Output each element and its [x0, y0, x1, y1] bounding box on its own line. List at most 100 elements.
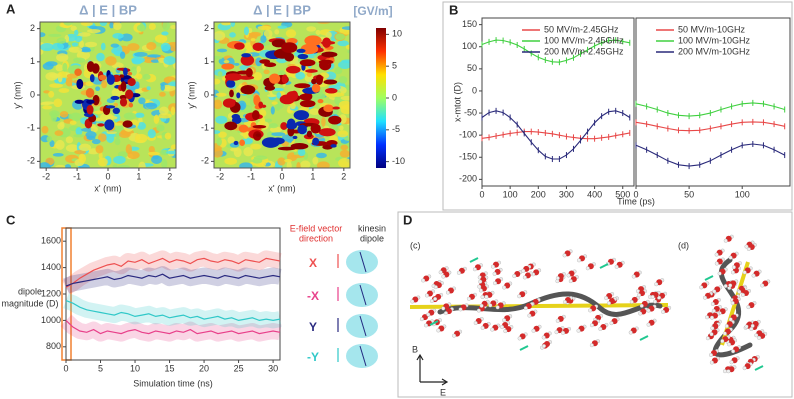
- hydrogen: [589, 343, 594, 348]
- field-blob: [127, 151, 140, 160]
- hydrogen: [609, 321, 614, 326]
- field-blob: [97, 123, 105, 127]
- field-blob: [320, 40, 336, 45]
- field-blob: [239, 102, 246, 110]
- hydrogen: [699, 285, 704, 290]
- field-blob: [112, 164, 118, 168]
- hydrogen: [709, 353, 713, 357]
- vector-arrow: [704, 275, 714, 281]
- field-blob: [98, 74, 107, 81]
- legend-icon-arrow: [359, 251, 367, 273]
- field-blob: [299, 59, 316, 67]
- field-blob: [269, 73, 281, 84]
- field-blob: [241, 53, 252, 58]
- x-tick-label: 2: [167, 171, 172, 181]
- legend-title: dipole: [360, 233, 384, 243]
- field-blob: [284, 158, 292, 163]
- hydrogen: [590, 323, 594, 328]
- field-blob: [271, 101, 278, 105]
- legend-label: 50 MV/m-10GHz: [678, 24, 746, 34]
- hydrogen: [703, 295, 707, 300]
- field-blob: [236, 92, 241, 99]
- hydrogen: [598, 326, 603, 331]
- hydrogen: [421, 278, 426, 283]
- hydrogen: [577, 258, 581, 263]
- field-blob: [75, 127, 83, 136]
- field-blob: [120, 81, 127, 92]
- field-blob: [65, 144, 79, 153]
- hydrogen: [722, 331, 727, 336]
- field-blob: [306, 72, 312, 78]
- hydrogen: [717, 271, 722, 276]
- field-blob: [112, 33, 124, 39]
- field-blob: [337, 130, 349, 138]
- hydrogen: [730, 301, 735, 306]
- field-blob: [280, 122, 288, 130]
- colorbar-title: [GV/m]: [353, 4, 392, 18]
- field-blob: [161, 158, 168, 168]
- hydrogen: [729, 360, 734, 365]
- field-blob: [51, 42, 65, 51]
- x-tick-label: 50: [684, 189, 694, 199]
- legend-icon: [346, 283, 378, 307]
- hydrogen: [754, 333, 759, 338]
- field-blob: [214, 78, 221, 85]
- field-blob: [214, 130, 221, 134]
- hydrogen: [705, 315, 710, 320]
- field-blob: [54, 130, 64, 136]
- field-blob: [135, 133, 148, 143]
- field-blob: [328, 115, 342, 125]
- colorbar: [376, 28, 386, 168]
- hydrogen: [473, 321, 478, 325]
- x-tick-label: 500: [615, 189, 630, 199]
- field-blob: [137, 122, 147, 130]
- x-tick-label: 10: [130, 363, 140, 373]
- field-blob: [231, 113, 241, 120]
- field-blob: [224, 73, 243, 81]
- field-blob: [163, 55, 176, 65]
- field-blob: [119, 51, 126, 59]
- x-tick-label: 20: [199, 363, 209, 373]
- field-blob: [91, 138, 101, 145]
- field-blob: [259, 116, 266, 126]
- field-blob: [159, 149, 170, 156]
- field-blob: [221, 22, 231, 26]
- diagram-label: (c): [410, 240, 421, 250]
- field-blob: [217, 71, 223, 78]
- x-tick-label: 200: [531, 189, 546, 199]
- x-tick-label: 0: [105, 171, 110, 181]
- field-blob: [161, 84, 176, 92]
- hydrogen: [741, 292, 745, 297]
- field-blob: [306, 130, 313, 138]
- hydrogen: [568, 279, 573, 284]
- field-blob: [297, 124, 307, 135]
- field-blob: [214, 55, 223, 60]
- panel-label: D: [403, 212, 412, 227]
- field-blob: [113, 155, 126, 164]
- y-tick-label: -1: [27, 123, 35, 133]
- legend-label: 200 MV/m-10GHz: [678, 46, 751, 56]
- field-blob: [264, 118, 273, 123]
- field-blob: [66, 73, 78, 79]
- panel-label: C: [6, 212, 16, 227]
- field-blob: [63, 22, 73, 26]
- field-blob: [152, 155, 159, 160]
- y-tick-label: -2: [27, 156, 35, 166]
- field-blob: [168, 81, 176, 87]
- hydrogen: [742, 270, 747, 275]
- hydrogen: [484, 294, 489, 299]
- hydrogen: [639, 303, 644, 308]
- field-blob: [113, 102, 119, 107]
- field-blob: [109, 22, 114, 29]
- field-blob: [286, 122, 298, 130]
- hydrogen: [727, 342, 731, 347]
- field-blob: [312, 137, 320, 146]
- field-blob: [105, 56, 117, 66]
- field-blob: [95, 86, 101, 91]
- field-blob: [104, 119, 115, 131]
- field-blob: [227, 136, 235, 144]
- vector-arrow: [599, 263, 609, 269]
- hydrogen: [731, 349, 736, 354]
- field-blob: [316, 152, 327, 159]
